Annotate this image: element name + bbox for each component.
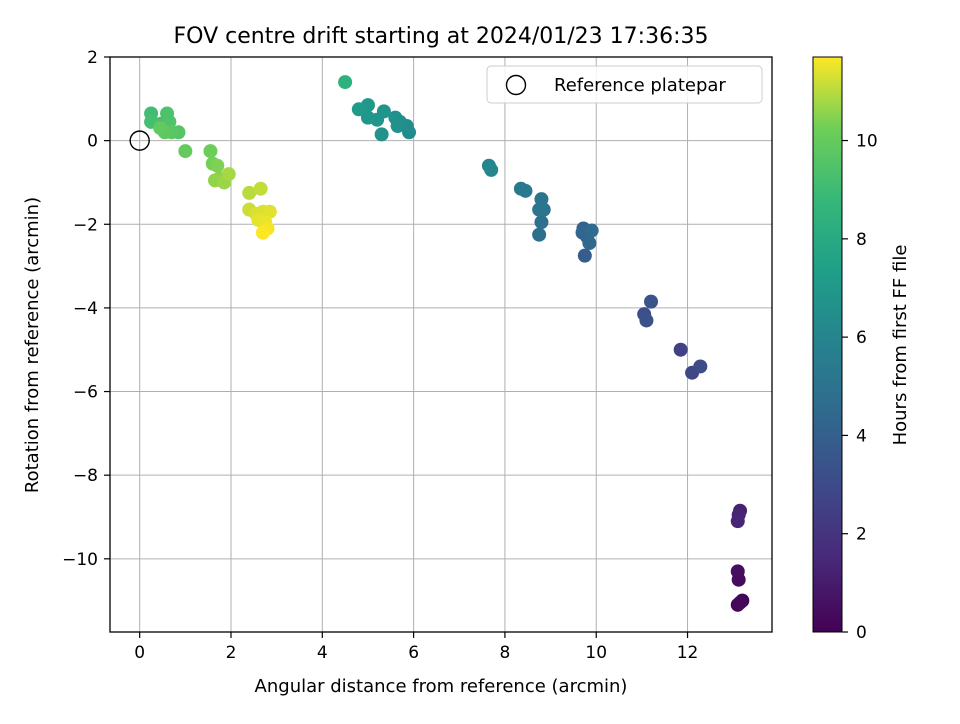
x-tick-label: 6	[408, 643, 419, 663]
x-tick-label: 2	[226, 643, 237, 663]
data-point	[518, 183, 533, 198]
data-point	[733, 595, 748, 610]
x-tick-label: 8	[500, 643, 511, 663]
legend: Reference platepar	[486, 65, 763, 104]
y-axis-ticks: 2 0 −2 −4 −6 −8 −10	[62, 48, 110, 570]
x-tick-label: 0	[134, 643, 145, 663]
grid-lines	[110, 56, 772, 632]
data-point	[221, 167, 236, 182]
colorbar-tick-label: 2	[856, 525, 867, 545]
legend-marker-reference	[505, 74, 527, 96]
x-tick-label: 12	[677, 643, 699, 663]
data-point	[253, 181, 268, 196]
data-point	[577, 248, 592, 263]
data-point	[730, 514, 745, 529]
data-point	[255, 225, 270, 240]
data-point	[534, 192, 549, 207]
data-point	[376, 104, 391, 119]
legend-box	[486, 65, 763, 104]
y-axis-label: Rotation from reference (arcmin)	[22, 197, 43, 493]
data-point	[374, 127, 389, 142]
colorbar-tick-label: 0	[856, 623, 867, 643]
data-point	[644, 294, 659, 309]
x-axis-ticks: 0 2 4 6 8 10 12	[134, 632, 698, 663]
colorbar-tick-label: 8	[856, 230, 867, 250]
data-point	[351, 102, 366, 117]
reference-marker	[129, 130, 150, 151]
data-point	[262, 204, 277, 219]
chart-title: FOV centre drift starting at 2024/01/23 …	[174, 24, 709, 49]
data-point	[360, 110, 375, 125]
data-points	[144, 75, 750, 612]
colorbar-tick-label: 10	[856, 132, 878, 152]
data-point	[730, 564, 745, 579]
plot-frame	[109, 56, 773, 633]
data-point	[210, 158, 225, 173]
y-tick-label: −8	[73, 466, 98, 486]
y-tick-label: 0	[87, 132, 98, 152]
data-point	[153, 121, 168, 136]
data-point	[639, 313, 654, 328]
colorbar: 0 2 4 6 8 10 Hours from first FF file	[812, 56, 911, 643]
colorbar-tick-label: 6	[856, 328, 867, 348]
data-point	[532, 227, 547, 242]
colorbar-tick-label: 4	[856, 426, 867, 446]
data-point	[484, 162, 499, 177]
data-point	[203, 144, 218, 159]
colorbar-label: Hours from first FF file	[890, 245, 911, 446]
data-point	[532, 202, 547, 217]
reference-platepar-marker	[129, 130, 150, 151]
data-point	[673, 342, 688, 357]
colorbar-ticks: 0 2 4 6 8 10	[842, 132, 878, 643]
data-point	[388, 110, 403, 125]
y-tick-label: −6	[73, 383, 98, 403]
y-tick-label: −10	[62, 550, 98, 570]
colorbar-gradient	[812, 56, 843, 633]
y-tick-label: 2	[87, 48, 98, 68]
data-point	[338, 75, 353, 90]
data-point	[582, 236, 597, 251]
x-tick-label: 10	[585, 643, 607, 663]
data-point	[693, 359, 708, 374]
data-point	[534, 215, 549, 230]
data-point	[584, 223, 599, 238]
legend-label-reference: Reference platepar	[554, 75, 726, 96]
y-tick-label: −4	[73, 299, 98, 319]
y-tick-label: −2	[73, 215, 98, 235]
x-tick-label: 4	[317, 643, 328, 663]
data-point	[242, 185, 257, 200]
x-axis-label: Angular distance from reference (arcmin)	[255, 676, 628, 697]
data-point	[178, 144, 193, 159]
